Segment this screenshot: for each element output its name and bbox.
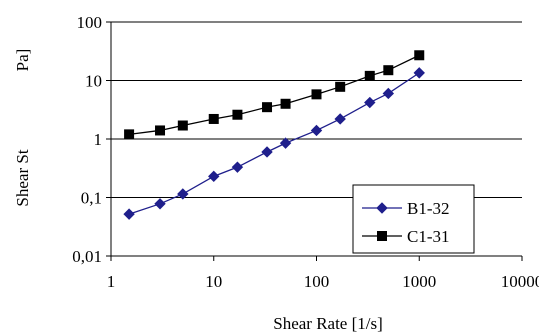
y-tick-label: 0,1 — [81, 189, 102, 208]
data-point — [154, 198, 166, 210]
legend-marker — [377, 231, 387, 241]
data-point — [279, 137, 292, 149]
data-point — [262, 102, 273, 113]
data-point — [335, 81, 346, 92]
data-point — [208, 113, 219, 124]
data-point — [364, 96, 376, 109]
data-point — [311, 89, 322, 100]
data-point — [124, 129, 135, 140]
data-point — [208, 170, 220, 183]
data-point — [177, 120, 188, 131]
series-layer — [123, 50, 425, 220]
data-point — [413, 67, 425, 79]
x-tick-label: 10 — [205, 272, 222, 291]
x-axis-label: Shear Rate [1/s] — [273, 314, 383, 333]
data-point — [310, 124, 323, 137]
data-point — [231, 161, 244, 173]
legend-item-b1-32: B1-32 — [362, 199, 450, 218]
legend-box — [352, 184, 475, 254]
data-point — [123, 208, 135, 220]
data-point — [155, 125, 166, 136]
x-tick-label: 1000 — [402, 272, 436, 291]
legend: B1-32 C1-31 — [352, 184, 475, 254]
tick-marks — [106, 21, 523, 261]
legend-label: B1-32 — [407, 199, 450, 218]
data-point — [382, 87, 395, 100]
y-axis-label-part-1: Shear St — [13, 149, 32, 206]
y-tick-label: 10 — [85, 72, 102, 91]
legend-label: C1-31 — [407, 227, 450, 246]
series-b1-32 — [123, 67, 425, 220]
y-axis-label-part-2: Pa] — [13, 49, 32, 72]
data-point — [177, 188, 189, 200]
y-tick-label: 0,01 — [72, 247, 102, 266]
data-point — [414, 50, 425, 61]
y-tick-label: 100 — [77, 13, 103, 32]
data-point — [364, 70, 375, 81]
x-tick-label: 1 — [107, 272, 116, 291]
data-point — [280, 98, 291, 109]
series-c1-31 — [124, 50, 425, 140]
x-tick-label: 10000 — [501, 272, 539, 291]
x-tick-label: 100 — [304, 272, 330, 291]
legend-item-c1-31: C1-31 — [362, 227, 450, 246]
legend-marker — [376, 202, 388, 214]
tick-labels: 0,01 0,1 1 10 100 1 10 100 1000 10000 — [72, 13, 539, 291]
data-point — [334, 113, 346, 125]
y-tick-label: 1 — [94, 130, 103, 149]
data-point — [232, 109, 243, 120]
gridlines — [111, 21, 522, 198]
series-line — [129, 54, 420, 136]
data-point — [261, 146, 273, 158]
data-point — [383, 65, 394, 76]
